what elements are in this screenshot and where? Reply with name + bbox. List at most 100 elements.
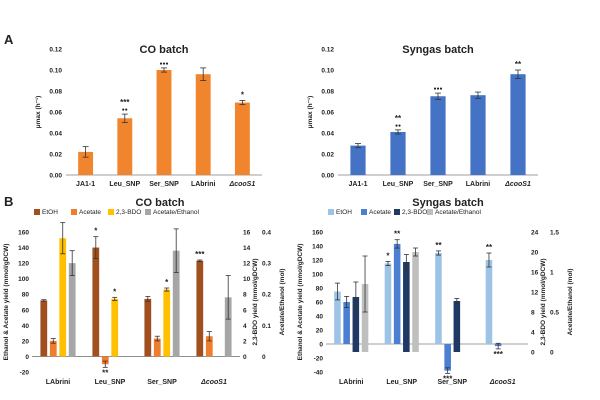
y3-tick-label: 0.2 — [262, 292, 271, 299]
bar — [485, 260, 493, 344]
legend-label: 2,3-BDO — [116, 209, 141, 216]
x-tick-label: Ser_SNP — [147, 379, 177, 386]
y-axis-label: μmax (h⁻¹) — [35, 96, 42, 129]
legend-swatch — [394, 209, 400, 215]
y2-tick-label: 0 — [243, 354, 247, 361]
y3-tick-label: 0.3 — [262, 261, 271, 268]
legend-label: 2,3-BDO — [402, 209, 427, 216]
bar — [111, 298, 119, 357]
significance-marker: * — [113, 287, 117, 296]
y-tick-label: 0.10 — [321, 68, 334, 75]
bar — [59, 238, 67, 357]
bar — [361, 284, 369, 352]
y3-tick-label: 0.1 — [262, 323, 271, 330]
chart-title: CO batch — [140, 44, 189, 56]
x-tick-label: ΔcooS1 — [504, 181, 531, 188]
bar — [412, 252, 419, 352]
bar — [163, 289, 171, 357]
y2-tick-label: 16 — [531, 270, 539, 277]
y2-tick-label: 10 — [243, 276, 251, 283]
x-tick-label: ΔcooS1 — [229, 181, 256, 188]
legend-label: Acetate/Ethanol — [435, 209, 481, 216]
significance-marker: *** — [493, 350, 503, 359]
legend-swatch — [361, 209, 367, 215]
bar — [117, 118, 133, 175]
bar — [78, 151, 94, 175]
significance-marker: * — [241, 90, 245, 99]
y-tick-label: 60 — [22, 307, 30, 314]
bar — [435, 253, 442, 344]
y2-tick-label: 14 — [243, 245, 251, 252]
bar — [352, 297, 360, 352]
y-tick-label: 0.08 — [321, 89, 334, 96]
chart-title: CO batch — [136, 197, 185, 209]
bar — [101, 356, 109, 365]
y-tick-label: 0.00 — [49, 173, 62, 180]
y-tick-label: 20 — [22, 338, 30, 345]
y-tick-label: 0.02 — [49, 152, 62, 159]
bar — [350, 145, 366, 175]
significance-marker: *** — [195, 250, 205, 259]
significance-marker: ** — [394, 230, 401, 239]
panel-label-a: A — [4, 32, 14, 47]
legend-swatch — [34, 209, 40, 215]
y-tick-label: 0.04 — [49, 131, 62, 138]
y-tick-label: 20 — [316, 328, 324, 335]
significance-marker: * — [386, 251, 390, 260]
bar — [92, 247, 100, 357]
x-tick-label: Leu_SNP — [109, 181, 140, 188]
significance-marker: ●● — [395, 123, 401, 129]
y2-tick-label: 8 — [531, 310, 535, 317]
bar — [390, 131, 406, 175]
y2-tick-label: 12 — [531, 290, 539, 297]
x-tick-label: JA1-1 — [76, 181, 95, 188]
y-axis-label: Ethanol & Acetate yield (mmol/gDCW) — [3, 244, 10, 361]
x-tick-label: Leu_SNP — [95, 379, 126, 386]
significance-marker: *** — [120, 98, 130, 107]
y2-tick-label: 4 — [531, 330, 535, 337]
legend-swatch — [328, 209, 334, 215]
y-axis-label: μmax (h⁻¹) — [307, 96, 314, 129]
y-tick-label: 0 — [319, 342, 323, 349]
y3-tick-label: 0.4 — [262, 230, 271, 237]
bar — [196, 260, 204, 357]
legend-label: EtOH — [336, 209, 352, 216]
y2-tick-label: 20 — [531, 250, 539, 257]
chart-b-syngas-batch: Syngas batch EtOH Acetate 2,3-BDO Acetate/Et… — [297, 197, 574, 386]
y-tick-label: 40 — [316, 314, 324, 321]
bar — [453, 301, 461, 352]
y-tick-label: 0.02 — [321, 152, 334, 159]
chart-a-syngas-batch: Syngas batch 0.00 0.02 0.04 0.06 0.08 0.10 0.12… — [307, 44, 538, 188]
significance-marker: ** — [435, 241, 442, 250]
bar — [470, 95, 486, 175]
y-tick-label: 0.08 — [49, 89, 62, 96]
bar — [444, 344, 451, 371]
x-tick-label: LAbrini — [339, 379, 364, 386]
x-tick-label: JA1-1 — [348, 181, 367, 188]
bar — [430, 96, 446, 175]
legend-label: Acetate — [369, 209, 391, 216]
bar — [224, 297, 232, 357]
y-tick-label: 0.10 — [49, 68, 62, 75]
y2-tick-label: 24 — [531, 230, 539, 237]
y3-tick-label: 1 — [550, 270, 554, 277]
y-axis-label: Ethanol & Acetate yield (mmol/gDCW) — [297, 244, 304, 361]
bar — [49, 340, 57, 357]
y-tick-label: 80 — [316, 286, 324, 293]
y-tick-label: -20 — [314, 356, 324, 363]
y3-axis-label: Acetate/Ethanol (mol) — [279, 269, 286, 336]
y-tick-label: 0.06 — [321, 110, 334, 117]
bar — [334, 291, 341, 344]
bar — [384, 263, 392, 344]
bar — [144, 298, 152, 357]
y-tick-label: 160 — [312, 230, 323, 237]
bar — [68, 263, 76, 357]
significance-marker: ** — [515, 60, 522, 69]
y-tick-label: 120 — [18, 261, 29, 268]
y-tick-label: 140 — [312, 244, 323, 251]
y-tick-label: 0.04 — [321, 131, 334, 138]
chart-title: Syngas batch — [412, 197, 484, 209]
significance-marker: ** — [102, 368, 109, 377]
y-tick-label: 0.12 — [49, 47, 62, 54]
y3-tick-label: 0 — [550, 350, 554, 357]
